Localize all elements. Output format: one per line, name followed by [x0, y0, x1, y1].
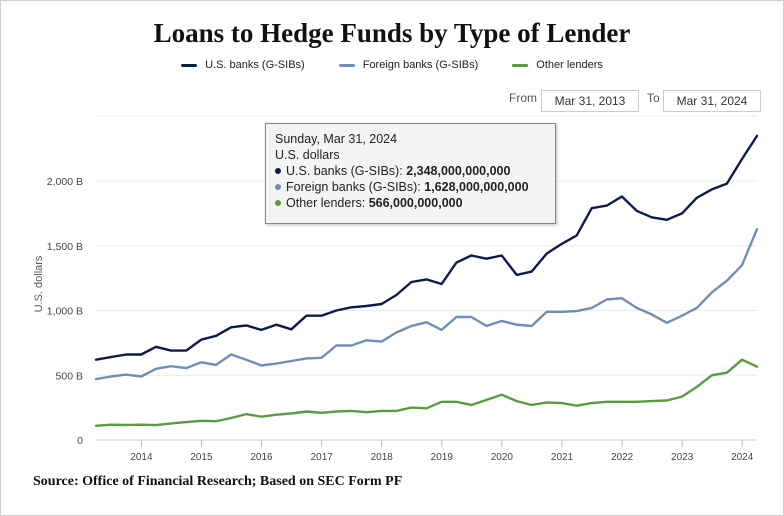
- x-tick-label: 2023: [671, 452, 694, 463]
- series-lines: [94, 134, 759, 427]
- legend-item-other-lenders[interactable]: Other lenders: [512, 59, 603, 71]
- grid-lines: [96, 115, 757, 441]
- tooltip-label: Foreign banks (G-SIBs):: [286, 180, 421, 194]
- range-to-input[interactable]: Mar 31, 2024: [663, 90, 761, 112]
- range-from-input[interactable]: Mar 31, 2013: [541, 90, 639, 112]
- tooltip-label: U.S. banks (G-SIBs):: [286, 164, 403, 178]
- x-tick-label: 2017: [311, 452, 334, 463]
- tooltip-row-us-banks: U.S. banks (G-SIBs): 2,348,000,000,000: [275, 163, 546, 179]
- source-note: Source: Office of Financial Research; Ba…: [33, 474, 403, 489]
- series-line-0: [94, 134, 759, 361]
- legend-item-foreign-banks[interactable]: Foreign banks (G-SIBs): [338, 59, 479, 71]
- y-tick-label: 0: [77, 435, 83, 447]
- tooltip-row-other-lenders: Other lenders: 566,000,000,000: [275, 195, 546, 211]
- range-to-label: To: [647, 91, 660, 105]
- tooltip-value: 566,000,000,000: [368, 196, 463, 210]
- x-tick-label: 2018: [371, 452, 394, 463]
- y-tick-label: 2,000 B: [47, 176, 83, 188]
- tooltip-label: Other lenders:: [286, 196, 366, 210]
- y-axis-label: U.S. dollars: [33, 255, 45, 312]
- tooltip-value: 2,348,000,000,000: [406, 164, 511, 178]
- y-tick-label: 1,500 B: [47, 241, 83, 253]
- legend-label: Foreign banks (G-SIBs): [362, 59, 479, 71]
- series-line-2: [94, 358, 759, 427]
- tooltip-unit: U.S. dollars: [275, 148, 340, 162]
- x-tick-label: 2024: [731, 452, 754, 463]
- x-tick-label: 2022: [611, 452, 634, 463]
- chart-legend: U.S. banks (G-SIBs) Foreign banks (G-SIB…: [0, 59, 784, 71]
- tooltip-row-foreign-banks: Foreign banks (G-SIBs): 1,628,000,000,00…: [275, 179, 546, 195]
- tooltip-date: Sunday, Mar 31, 2024: [275, 132, 398, 146]
- x-tick-label: 2015: [190, 452, 213, 463]
- y-tick-label: 500 B: [56, 370, 83, 382]
- legend-item-us-banks[interactable]: U.S. banks (G-SIBs): [181, 59, 305, 71]
- x-tick-label: 2016: [250, 452, 273, 463]
- x-tick-label: 2014: [130, 452, 153, 463]
- x-tick-label: 2021: [551, 452, 574, 463]
- chart-tooltip: Sunday, Mar 31, 2024 U.S. dollars U.S. b…: [265, 123, 556, 224]
- tooltip-dot: [275, 168, 281, 174]
- legend-swatch: [338, 63, 355, 67]
- legend-label: Other lenders: [536, 59, 603, 71]
- y-axis-ticks: 0 500 B 1,000 B 1,500 B 2,000 B: [47, 176, 83, 447]
- chart-title: Loans to Hedge Funds by Type of Lender: [153, 18, 631, 48]
- x-axis-ticks: 2014 2015 2016 2017 2018 2019 2020 2021 2022 2023…: [130, 440, 754, 463]
- x-tick-label: 2020: [491, 452, 514, 463]
- x-tick-label: 2019: [431, 452, 454, 463]
- legend-label: U.S. banks (G-SIBs): [205, 59, 305, 71]
- series-line-1: [94, 227, 759, 381]
- y-tick-label: 1,000 B: [47, 306, 83, 318]
- tooltip-dot: [275, 184, 281, 190]
- tooltip-value: 1,628,000,000,000: [424, 180, 529, 194]
- range-from-label: From: [509, 91, 537, 105]
- legend-swatch: [181, 63, 198, 67]
- legend-swatch: [512, 63, 529, 67]
- tooltip-dot: [275, 200, 281, 206]
